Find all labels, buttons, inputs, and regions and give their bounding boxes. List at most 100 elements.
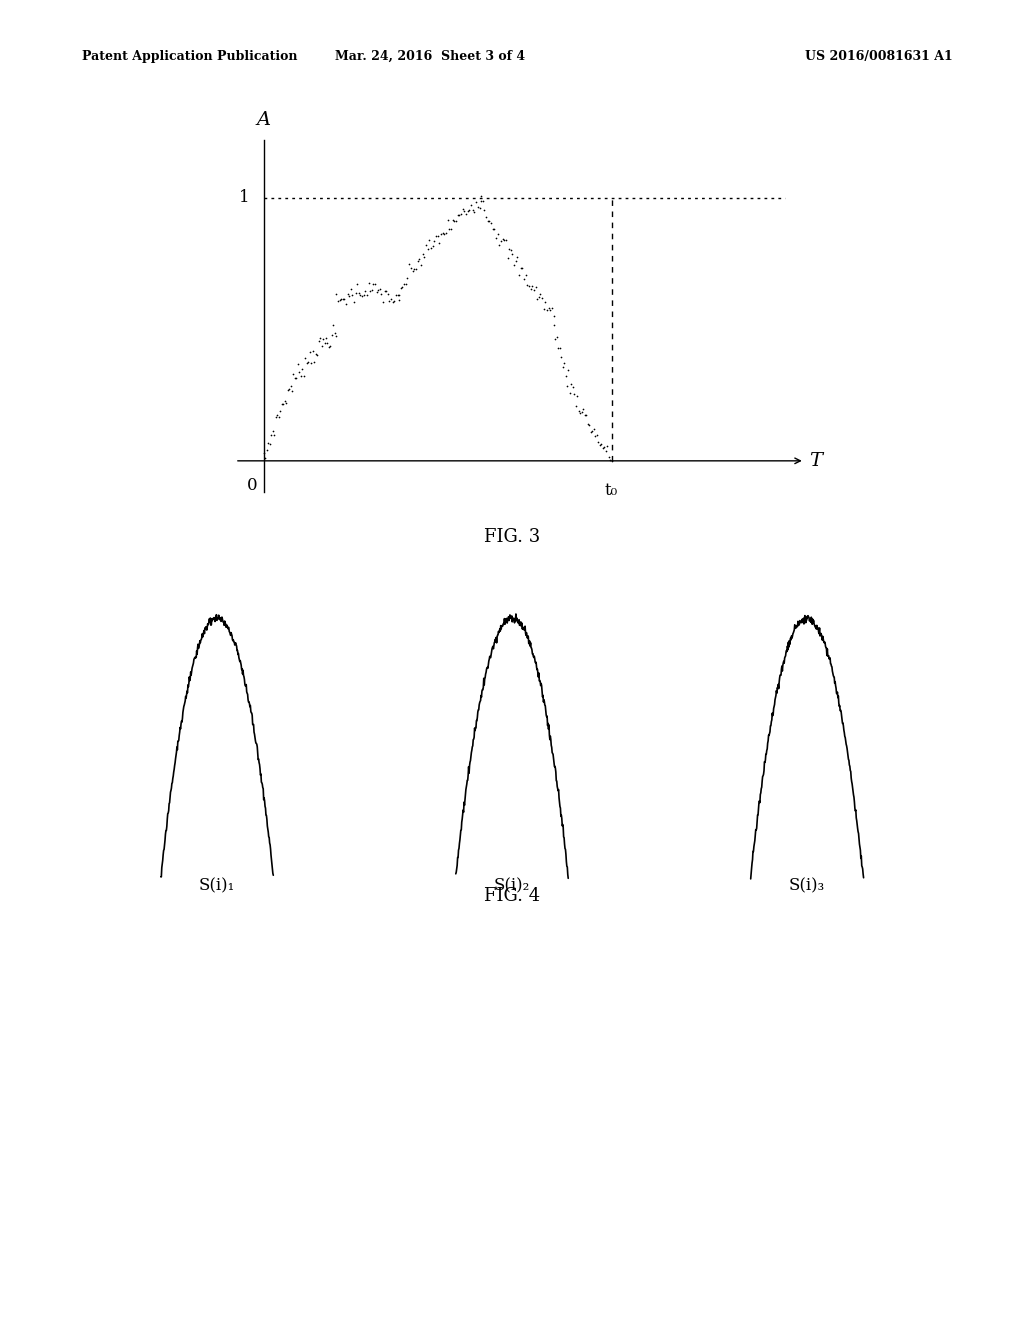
Point (446, 211, 463, 232)
Point (380, 284, 396, 305)
Point (546, 305, 562, 326)
Point (349, 273, 366, 294)
Point (401, 253, 418, 275)
Point (438, 223, 455, 244)
Point (506, 255, 522, 276)
Point (521, 276, 538, 297)
Point (475, 190, 492, 211)
Point (350, 282, 367, 304)
Point (465, 199, 481, 220)
Point (486, 219, 503, 240)
Point (575, 399, 592, 420)
Point (517, 264, 534, 285)
Point (319, 333, 336, 354)
Point (338, 293, 354, 314)
Point (357, 281, 374, 302)
Point (483, 213, 500, 234)
Point (452, 205, 468, 226)
Point (366, 273, 382, 294)
Point (566, 383, 583, 404)
Point (261, 433, 278, 454)
Point (392, 277, 409, 298)
Point (396, 273, 413, 294)
Text: US 2016/0081631 A1: US 2016/0081631 A1 (805, 50, 952, 63)
Point (411, 248, 427, 269)
Point (562, 383, 579, 404)
Point (421, 230, 437, 251)
Point (597, 441, 613, 462)
Point (573, 401, 590, 422)
Point (478, 206, 495, 227)
Point (367, 273, 383, 294)
Point (572, 403, 589, 424)
Point (317, 327, 334, 348)
Point (314, 329, 331, 350)
Point (283, 375, 299, 396)
Point (267, 407, 284, 428)
Point (441, 218, 458, 239)
Point (457, 201, 473, 222)
Point (503, 239, 519, 260)
Point (397, 273, 414, 294)
Point (418, 235, 434, 256)
Point (473, 190, 489, 211)
Point (263, 425, 280, 446)
Point (276, 391, 293, 412)
Point (541, 297, 557, 318)
Point (286, 363, 302, 384)
Point (546, 314, 562, 335)
Point (354, 285, 371, 306)
Point (328, 326, 344, 347)
Point (323, 335, 339, 356)
Point (539, 300, 555, 321)
Point (278, 392, 294, 413)
Point (328, 284, 344, 305)
Point (428, 226, 444, 247)
Point (391, 289, 408, 310)
Point (264, 420, 281, 441)
Point (388, 284, 404, 305)
Point (495, 228, 511, 249)
Point (603, 450, 620, 471)
Point (378, 280, 394, 301)
Point (463, 195, 479, 216)
Point (370, 280, 386, 301)
Point (461, 199, 477, 220)
Point (402, 257, 419, 279)
Point (259, 440, 275, 461)
Point (453, 203, 469, 224)
Point (424, 235, 440, 256)
Point (346, 292, 362, 313)
Point (577, 404, 593, 425)
Text: 0: 0 (247, 477, 257, 494)
Point (364, 279, 380, 300)
Text: Mar. 24, 2016  Sheet 3 of 4: Mar. 24, 2016 Sheet 3 of 4 (335, 50, 525, 63)
Point (560, 360, 577, 381)
Point (270, 407, 287, 428)
Point (504, 243, 520, 264)
Point (433, 224, 450, 246)
Text: t₀: t₀ (605, 482, 618, 499)
Point (313, 335, 330, 356)
Point (500, 247, 516, 268)
Point (534, 288, 550, 309)
Point (569, 385, 586, 407)
Point (394, 277, 411, 298)
Text: 1: 1 (240, 189, 250, 206)
Point (550, 338, 566, 359)
Point (589, 425, 605, 446)
Point (361, 281, 378, 302)
Point (306, 351, 323, 372)
Point (544, 297, 560, 318)
Point (442, 219, 459, 240)
Point (590, 432, 606, 453)
Point (257, 447, 273, 469)
Point (529, 288, 546, 309)
Point (458, 203, 474, 224)
Point (294, 358, 310, 379)
Point (595, 437, 611, 458)
Point (567, 395, 584, 416)
Point (386, 290, 402, 312)
Point (498, 230, 514, 251)
Point (554, 356, 570, 378)
